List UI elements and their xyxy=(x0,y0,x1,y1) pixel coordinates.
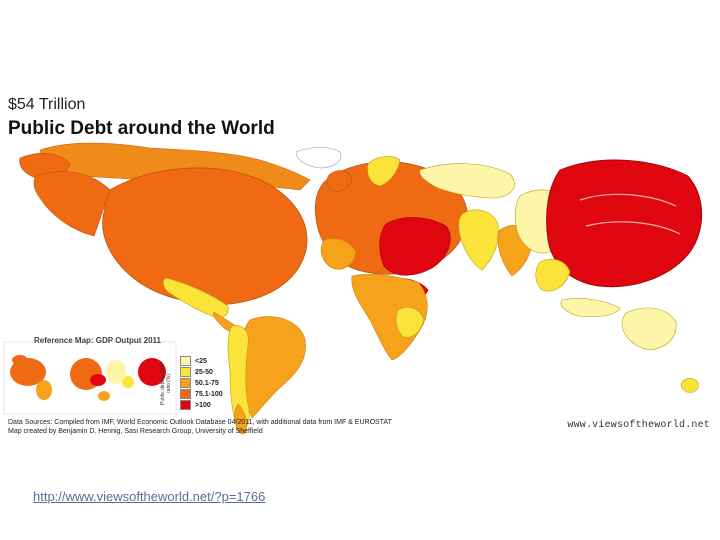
legend-label: >100 xyxy=(195,401,211,409)
region-scandinavia xyxy=(367,156,401,187)
region-argentina xyxy=(234,403,247,434)
legend-axis-label: Public debt to GDP ratio (%) xyxy=(160,362,172,406)
legend-label: 75.1-100 xyxy=(195,390,223,398)
reference-map xyxy=(3,341,177,415)
region-italy-greece xyxy=(379,217,451,276)
region-uk xyxy=(326,170,353,192)
region-south-africa xyxy=(395,307,425,338)
region-greenland xyxy=(295,147,342,169)
region-iberia xyxy=(320,238,357,270)
legend-swatch xyxy=(180,389,191,399)
region-indonesia xyxy=(560,298,621,318)
legend-label: 50.1-75 xyxy=(195,379,219,387)
region-mexico xyxy=(162,277,229,318)
region-australia xyxy=(621,307,677,351)
legend-swatch xyxy=(180,356,191,366)
region-se-asia xyxy=(535,259,571,292)
region-russia xyxy=(419,163,515,199)
region-andes xyxy=(227,325,250,431)
legend-label: 25-50 xyxy=(195,368,213,376)
region-japan-strip xyxy=(579,193,681,235)
map-title: Public Debt around the World xyxy=(8,118,275,139)
sources-line-2: Map created by Benjamin D. Hennig, Sasi … xyxy=(8,428,263,435)
region-africa xyxy=(351,274,428,361)
data-sources: Data Sources: Compiled from IMF, World E… xyxy=(8,418,392,436)
sources-line-1: Data Sources: Compiled from IMF, World E… xyxy=(8,419,392,426)
legend-item: 25-50 xyxy=(180,367,213,377)
region-canada-west xyxy=(33,171,111,237)
legend-swatch xyxy=(180,367,191,377)
legend-item: 75.1-100 xyxy=(180,389,223,399)
legend-item: >100 xyxy=(180,400,211,410)
legend-label: <25 xyxy=(195,357,207,365)
region-brazil xyxy=(240,316,306,419)
legend-swatch xyxy=(180,378,191,388)
cartogram-map xyxy=(3,142,703,434)
site-credit: www.viewsoftheworld.net xyxy=(567,420,710,431)
legend-swatch xyxy=(180,400,191,410)
debt-amount: $54 Trillion xyxy=(8,96,86,113)
legend-item: <25 xyxy=(180,356,207,366)
legend-item: 50.1-75 xyxy=(180,378,219,388)
region-middle-east xyxy=(458,209,499,271)
region-japan xyxy=(546,159,703,288)
reference-map-title: Reference Map: GDP Output 2011 xyxy=(34,336,161,345)
source-url-link[interactable]: http://www.viewsoftheworld.net/?p=1766 xyxy=(33,489,266,504)
region-new-zealand xyxy=(680,378,699,393)
region-usa xyxy=(102,167,308,305)
